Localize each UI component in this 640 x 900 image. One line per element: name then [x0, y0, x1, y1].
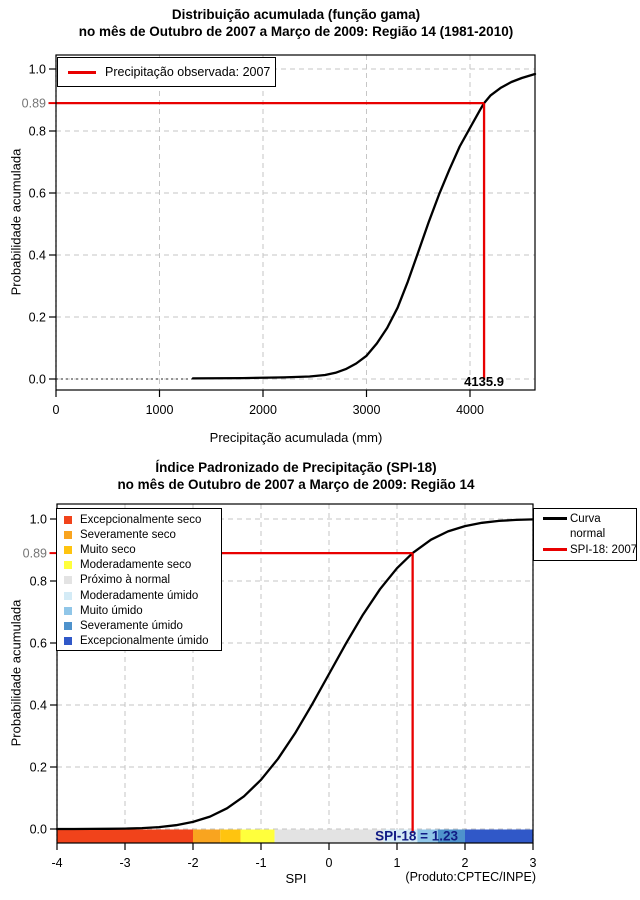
category-color-swatch — [64, 515, 72, 524]
curve-legend-label: SPI-18: 2007 — [570, 543, 638, 556]
category-label: Severamente seco — [80, 528, 176, 541]
spi-category-bar-segment — [274, 829, 384, 843]
spi-category-bar-segment — [437, 829, 465, 843]
spi-category-bar-segment — [193, 829, 221, 843]
category-legend-row: Severamente seco — [64, 527, 221, 542]
y-tick-label: 0.6 — [29, 187, 46, 201]
spi-category-bar-segment — [240, 829, 275, 843]
category-legend-row: Muito seco — [64, 542, 221, 557]
category-label: Moderadamente úmido — [80, 589, 199, 602]
category-label: Severamente úmido — [80, 619, 183, 632]
x-tick-label: 3000 — [353, 403, 381, 417]
category-legend-row: Severamente úmido — [64, 618, 221, 633]
chart1-xlabel: Precipitação acumulada (mm) — [209, 430, 383, 445]
category-color-swatch — [64, 576, 72, 585]
x-tick-label: 4000 — [456, 403, 484, 417]
category-label: Excepcionalmente seco — [80, 513, 202, 526]
x-tick-label: 2000 — [249, 403, 277, 417]
category-color-swatch — [64, 591, 72, 600]
plot-border — [56, 503, 534, 844]
curve-legend-row: normal — [540, 527, 636, 543]
curve-legend-row: SPI-18: 2007 — [540, 542, 638, 558]
chart2-curve-legend: Curva normal SPI-18: 2007 — [533, 508, 637, 561]
chart1-subtitle: no mês de Outubro de 2007 a Março de 200… — [78, 24, 514, 39]
y-tick-label: 1.0 — [30, 513, 47, 527]
chart1-title: Distribuição acumulada (função gama) — [171, 7, 421, 22]
category-color-swatch — [64, 606, 72, 615]
legend1-red-line-sample — [68, 70, 96, 74]
y-tick-label: 0.8 — [29, 125, 46, 139]
curve-legend-label: Curva — [570, 512, 601, 525]
category-legend-row: Excepcionalmente seco — [64, 512, 221, 527]
y-tick-label: 0.2 — [30, 761, 47, 775]
legend1-label: Precipitação observada: 2007 — [105, 65, 271, 79]
cdf-curve-gamma-cdf — [191, 72, 537, 380]
category-label: Muito úmido — [80, 604, 143, 617]
spi-category-bar-segment — [417, 829, 438, 843]
x-tick-label: 0 — [326, 856, 333, 870]
chart2-ylabel: Probabilidade acumulada — [8, 599, 24, 747]
x-tick-label: -2 — [187, 856, 198, 870]
category-label: Excepcionalmente úmido — [80, 635, 209, 648]
category-label: Próximo à normal — [80, 574, 171, 587]
x-tick-label: -1 — [255, 856, 266, 870]
chart2-category-legend: Excepcionalmente seco Severamente seco Mui… — [56, 508, 222, 651]
y-tick-label: 0.8 — [30, 575, 47, 589]
curve-legend-row: Curva — [540, 511, 636, 527]
observed-precip-value: 4135.9 — [464, 374, 504, 389]
category-color-swatch — [64, 561, 72, 570]
category-color-swatch — [64, 530, 72, 539]
y-tick-label: 0.2 — [29, 311, 46, 325]
category-legend-row: Muito úmido — [64, 603, 221, 618]
category-legend-row: Moderadamente úmido — [64, 588, 221, 603]
category-color-swatch — [64, 637, 72, 646]
x-tick-label: 0 — [53, 403, 60, 417]
curve-legend-line-sample — [540, 517, 570, 521]
spi-category-bar-segment — [465, 829, 533, 843]
y-tick-label: 0.4 — [29, 249, 46, 263]
curve-legend-label: normal — [570, 528, 606, 541]
curve-legend-line-sample — [540, 548, 570, 552]
product-credit: (Produto:CPTEC/INPE) — [405, 870, 536, 884]
x-tick-label: -4 — [51, 856, 62, 870]
y-tick-label: 0.6 — [30, 637, 47, 651]
category-color-swatch — [64, 545, 72, 554]
x-tick-label: 1 — [394, 856, 401, 870]
category-label: Muito seco — [80, 543, 136, 556]
x-tick-label: 2 — [462, 856, 469, 870]
y-tick-label: 0.4 — [30, 699, 47, 713]
category-label: Moderadamente seco — [80, 559, 192, 572]
category-legend-row: Excepcionalmente úmido — [64, 634, 221, 649]
y-tick-label: 1.0 — [29, 63, 46, 77]
category-color-swatch — [64, 621, 72, 630]
plot-border — [55, 54, 536, 391]
category-legend-row: Moderadamente seco — [64, 558, 221, 573]
spi-category-bar-segment — [383, 829, 418, 843]
chart2-title: Índice Padronizado de Precipitação (SPI-… — [155, 460, 437, 475]
x-tick-label: 3 — [530, 856, 537, 870]
x-tick-label: -3 — [119, 856, 130, 870]
cdf-curve-spi-cdf — [55, 518, 535, 831]
y-tick-label: 0.0 — [29, 373, 46, 387]
spi-value-label: SPI-18 = 1.23 — [375, 829, 458, 844]
chart2-xlabel: SPI — [285, 871, 307, 886]
observed-probability-label: 0.89 — [23, 547, 47, 561]
spi-category-bar-segment — [57, 829, 193, 843]
spi-category-bar-segment — [220, 829, 241, 843]
chart2-subtitle: no mês de Outubro de 2007 a Março de 200… — [117, 477, 475, 492]
chart1-ylabel: Probabilidade acumulada — [8, 148, 24, 296]
chart1-legend: Precipitação observada: 2007 — [57, 57, 276, 87]
observed-probability-label: 0.89 — [22, 97, 46, 111]
category-legend-row: Próximo à normal — [64, 573, 221, 588]
y-tick-label: 0.0 — [30, 823, 47, 837]
x-tick-label: 1000 — [146, 403, 174, 417]
